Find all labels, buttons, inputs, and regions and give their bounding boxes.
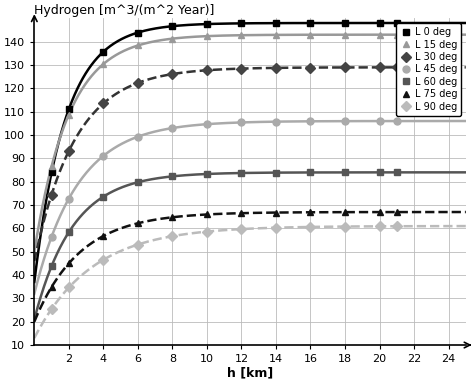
L 75 deg [273,210,279,215]
L 0 deg [204,22,210,26]
L 90 deg [170,234,175,238]
L 60 deg [49,264,55,268]
L 15 deg [135,43,141,48]
L 45 deg [342,119,348,123]
L 60 deg [394,170,400,175]
Line: L 75 deg: L 75 deg [48,209,400,290]
L 0 deg [66,107,72,111]
L 75 deg [170,215,175,220]
L 90 deg [394,224,400,228]
L 15 deg [238,33,244,38]
L 30 deg [100,101,106,106]
L 60 deg [135,180,141,185]
L 90 deg [238,227,244,232]
L 60 deg [377,170,383,175]
L 75 deg [135,221,141,225]
L 75 deg [204,212,210,217]
L 90 deg [66,285,72,290]
Line: L 30 deg: L 30 deg [48,64,400,198]
L 60 deg [238,171,244,175]
L 15 deg [204,34,210,38]
L 75 deg [100,234,106,238]
L 90 deg [377,224,383,228]
L 15 deg [273,33,279,37]
L 15 deg [308,32,313,37]
L 90 deg [100,257,106,262]
L 30 deg [342,65,348,70]
L 75 deg [49,285,55,289]
L 0 deg [377,21,383,25]
L 45 deg [100,154,106,158]
L 75 deg [238,211,244,215]
L 45 deg [238,120,244,125]
Line: L 60 deg: L 60 deg [48,169,400,270]
L 60 deg [273,170,279,175]
L 60 deg [342,170,348,175]
L 45 deg [49,235,55,239]
L 30 deg [238,66,244,71]
L 0 deg [342,21,348,25]
L 30 deg [170,72,175,76]
L 0 deg [135,30,141,35]
L 75 deg [394,210,400,214]
L 30 deg [377,65,383,70]
L 0 deg [100,50,106,54]
L 0 deg [238,21,244,26]
L 30 deg [49,192,55,197]
L 0 deg [308,21,313,25]
L 90 deg [49,307,55,311]
L 75 deg [66,261,72,266]
L 15 deg [49,164,55,169]
L 75 deg [308,210,313,215]
Line: L 45 deg: L 45 deg [48,118,400,240]
Line: L 90 deg: L 90 deg [48,223,400,313]
X-axis label: h [km]: h [km] [227,367,273,380]
L 15 deg [100,62,106,66]
L 60 deg [204,172,210,176]
L 75 deg [342,210,348,214]
L 0 deg [49,170,55,175]
Legend: L 0 deg, L 15 deg, L 30 deg, L 45 deg, L 60 deg, L 75 deg, L 90 deg: L 0 deg, L 15 deg, L 30 deg, L 45 deg, L… [396,23,461,116]
L 15 deg [342,32,348,37]
L 30 deg [273,66,279,70]
L 0 deg [170,24,175,28]
Text: Hydrogen [m^3/(m^2 Year)]: Hydrogen [m^3/(m^2 Year)] [34,4,215,17]
L 45 deg [273,119,279,124]
Line: L 15 deg: L 15 deg [48,31,400,170]
L 60 deg [66,230,72,234]
L 45 deg [66,196,72,201]
L 60 deg [308,170,313,175]
L 0 deg [273,21,279,25]
L 30 deg [204,68,210,73]
L 45 deg [170,126,175,130]
L 90 deg [308,225,313,229]
L 90 deg [204,229,210,234]
L 15 deg [66,112,72,117]
L 60 deg [100,194,106,199]
L 60 deg [170,174,175,179]
L 45 deg [377,119,383,123]
L 45 deg [204,122,210,126]
L 90 deg [342,224,348,229]
L 15 deg [377,32,383,37]
L 45 deg [135,134,141,139]
Line: L 0 deg: L 0 deg [48,20,400,176]
L 30 deg [66,149,72,153]
L 45 deg [308,119,313,124]
L 30 deg [308,65,313,70]
L 30 deg [135,81,141,85]
L 0 deg [394,21,400,25]
L 45 deg [394,119,400,123]
L 15 deg [170,36,175,41]
L 90 deg [135,242,141,247]
L 30 deg [394,65,400,70]
L 15 deg [394,32,400,37]
L 75 deg [377,210,383,214]
L 90 deg [273,225,279,230]
